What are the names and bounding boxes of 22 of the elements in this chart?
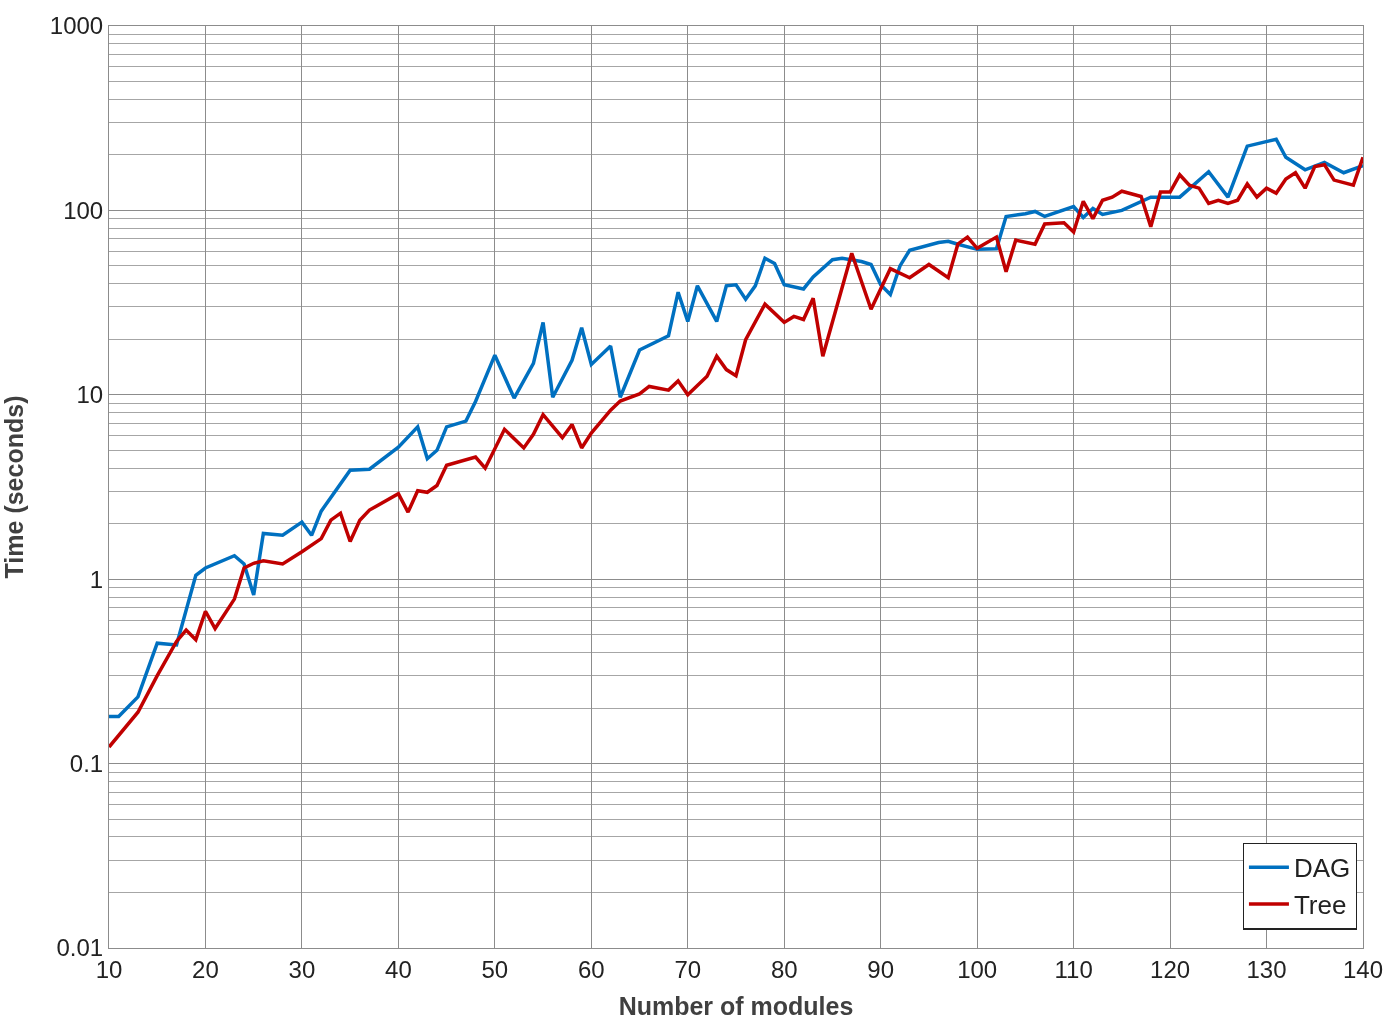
- y-tick-label: 100: [63, 196, 104, 224]
- y-tick-label: 0.1: [69, 750, 104, 777]
- legend-label: DAG: [1293, 853, 1351, 884]
- y-tick-label: 1: [89, 565, 104, 593]
- y-tick-label: 10: [76, 381, 104, 409]
- x-tick-label: 140: [1342, 955, 1384, 983]
- x-tick-label: 70: [674, 955, 702, 983]
- x-tick-label: 80: [770, 955, 798, 983]
- x-tick-label: 60: [577, 955, 605, 983]
- x-axis-title: Number of modules: [618, 991, 854, 1020]
- x-tick-label: 90: [867, 955, 895, 983]
- legend-label: Tree: [1293, 890, 1347, 921]
- x-tick-label: 20: [192, 955, 219, 983]
- x-tick-label: 100: [957, 955, 998, 983]
- x-tick-label: 30: [288, 955, 316, 983]
- x-tick-label: 50: [481, 955, 509, 983]
- x-tick-label: 40: [385, 955, 412, 983]
- x-tick-label: 120: [1150, 955, 1191, 983]
- y-axis-title: Time (seconds): [0, 395, 28, 579]
- y-tick-label: 1000: [49, 12, 104, 40]
- x-tick-label: 110: [1054, 955, 1093, 983]
- x-tick-label: 130: [1246, 955, 1287, 983]
